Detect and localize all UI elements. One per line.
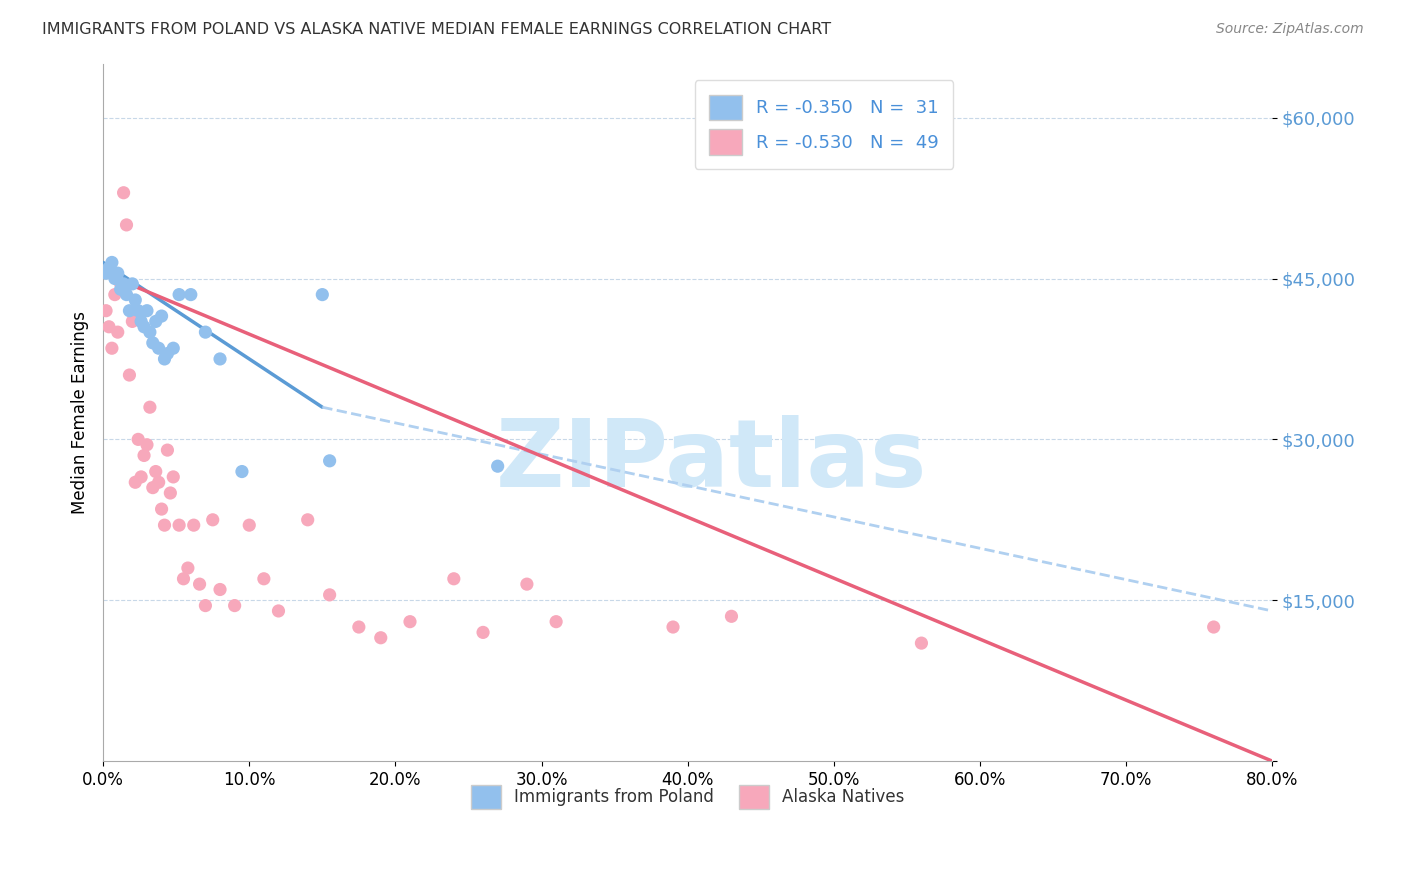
Point xyxy=(124,293,146,307)
Point xyxy=(208,351,231,366)
Point xyxy=(238,518,260,533)
Point xyxy=(183,518,205,533)
Point xyxy=(267,604,290,618)
Point xyxy=(107,325,129,339)
Point xyxy=(153,351,176,366)
Text: IMMIGRANTS FROM POLAND VS ALASKA NATIVE MEDIAN FEMALE EARNINGS CORRELATION CHART: IMMIGRANTS FROM POLAND VS ALASKA NATIVE … xyxy=(42,22,831,37)
Y-axis label: Median Female Earnings: Median Female Earnings xyxy=(72,311,89,514)
Point xyxy=(107,266,129,280)
Point xyxy=(129,470,152,484)
Point xyxy=(132,319,155,334)
Point xyxy=(148,341,170,355)
Point xyxy=(546,615,568,629)
Point xyxy=(94,266,117,280)
Point xyxy=(150,309,173,323)
Point xyxy=(159,486,181,500)
Point xyxy=(162,470,184,484)
Point xyxy=(110,282,132,296)
Point xyxy=(156,346,179,360)
Point xyxy=(118,303,141,318)
Point xyxy=(110,277,132,291)
Point xyxy=(129,314,152,328)
Point xyxy=(150,502,173,516)
Point xyxy=(347,620,370,634)
Point xyxy=(98,260,121,275)
Point xyxy=(115,218,138,232)
Point xyxy=(145,465,167,479)
Point xyxy=(472,625,495,640)
Point xyxy=(399,615,422,629)
Point xyxy=(162,341,184,355)
Point xyxy=(188,577,211,591)
Point xyxy=(121,314,143,328)
Point xyxy=(318,588,340,602)
Point xyxy=(194,599,217,613)
Point xyxy=(253,572,276,586)
Point xyxy=(443,572,465,586)
Point xyxy=(224,599,246,613)
Point xyxy=(148,475,170,490)
Point xyxy=(127,433,149,447)
Point xyxy=(167,287,190,301)
Text: Source: ZipAtlas.com: Source: ZipAtlas.com xyxy=(1216,22,1364,37)
Point xyxy=(177,561,200,575)
Legend: Immigrants from Poland, Alaska Natives: Immigrants from Poland, Alaska Natives xyxy=(464,779,911,815)
Point xyxy=(121,277,143,291)
Point xyxy=(98,319,121,334)
Point xyxy=(910,636,932,650)
Point xyxy=(101,341,124,355)
Point xyxy=(112,186,135,200)
Point xyxy=(94,303,117,318)
Point xyxy=(1202,620,1225,634)
Point xyxy=(516,577,538,591)
Point xyxy=(136,303,159,318)
Point xyxy=(180,287,202,301)
Point xyxy=(127,303,149,318)
Point xyxy=(101,255,124,269)
Point xyxy=(167,518,190,533)
Point xyxy=(104,287,127,301)
Point xyxy=(231,465,253,479)
Point xyxy=(156,443,179,458)
Point xyxy=(139,401,162,415)
Point xyxy=(662,620,685,634)
Point xyxy=(318,454,340,468)
Point xyxy=(297,513,319,527)
Point xyxy=(124,475,146,490)
Point xyxy=(145,314,167,328)
Point xyxy=(136,438,159,452)
Text: ZIPatlas: ZIPatlas xyxy=(495,416,927,508)
Point xyxy=(132,449,155,463)
Point xyxy=(208,582,231,597)
Point xyxy=(139,325,162,339)
Point xyxy=(311,287,333,301)
Point xyxy=(201,513,224,527)
Point xyxy=(720,609,742,624)
Point xyxy=(486,459,509,474)
Point xyxy=(153,518,176,533)
Point xyxy=(104,271,127,285)
Point xyxy=(370,631,392,645)
Point xyxy=(112,277,135,291)
Point xyxy=(115,287,138,301)
Point xyxy=(194,325,217,339)
Point xyxy=(118,368,141,382)
Point xyxy=(142,481,165,495)
Point xyxy=(142,335,165,350)
Point xyxy=(173,572,195,586)
